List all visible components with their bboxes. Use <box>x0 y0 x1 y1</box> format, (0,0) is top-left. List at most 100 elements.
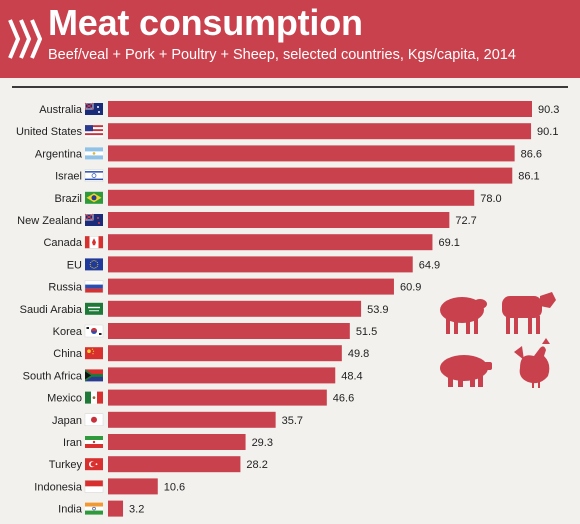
korea-flag-icon <box>84 324 104 338</box>
category-label: Mexico <box>47 393 82 405</box>
value-label: 49.8 <box>348 348 369 360</box>
turkey-flag-icon <box>85 458 103 471</box>
value-label: 72.7 <box>455 215 476 227</box>
category-label: Russia <box>48 282 83 294</box>
meat-silhouettes <box>440 292 556 388</box>
category-label: Australia <box>39 104 83 116</box>
bar <box>108 278 394 295</box>
value-label: 29.3 <box>252 437 273 449</box>
bar <box>108 145 515 162</box>
bar-row: Turkey 28.2 <box>49 456 268 473</box>
bar-row: South Africa 48.4 <box>23 367 363 384</box>
new-zealand-flag-icon <box>84 213 103 226</box>
category-label: New Zealand <box>17 215 82 227</box>
bar-row: New Zealand 72.7 <box>17 212 477 228</box>
bar <box>108 434 246 450</box>
bar <box>108 478 158 495</box>
bar-row: Saudi Arabia 53.9 <box>20 300 389 317</box>
value-label: 90.3 <box>538 104 559 116</box>
bar-row: Russia 60.9 <box>48 278 421 295</box>
value-label: 3.2 <box>129 504 144 516</box>
bar-row: Indonesia 10.6 <box>34 478 185 495</box>
indonesia-flag-icon <box>84 480 104 493</box>
oecd-logo-icon <box>8 19 42 59</box>
australia-flag-icon <box>84 102 103 115</box>
value-label: 86.6 <box>521 148 542 160</box>
israel-flag-icon <box>84 169 104 182</box>
china-flag-icon <box>85 347 103 360</box>
bar <box>108 123 532 140</box>
value-label: 60.9 <box>400 282 421 294</box>
category-label: Korea <box>53 326 83 338</box>
bar-row: EU 64.9 <box>67 256 440 273</box>
bar <box>108 256 413 273</box>
bar <box>108 389 327 406</box>
canada-flag-icon <box>84 235 104 249</box>
india-flag-icon <box>85 502 103 515</box>
bar-row: India 3.2 <box>58 500 144 517</box>
bar-row: Canada 69.1 <box>43 234 460 251</box>
value-label: 64.9 <box>419 259 440 271</box>
category-label: Israel <box>55 171 82 183</box>
japan-flag-icon <box>84 413 104 426</box>
bar <box>108 456 241 473</box>
south-africa-flag-icon <box>85 369 103 382</box>
united-states-flag-icon <box>85 125 103 138</box>
saudi-arabia-flag-icon <box>85 302 103 315</box>
value-label: 46.6 <box>333 393 354 405</box>
bar-row: China 49.8 <box>53 345 369 362</box>
category-label: Brazil <box>54 193 82 205</box>
category-label: EU <box>67 259 82 271</box>
pig-icon <box>440 355 492 387</box>
bar <box>108 345 342 362</box>
bar-row: Brazil 78.0 <box>54 189 502 206</box>
bar <box>108 500 124 517</box>
category-label: United States <box>16 126 83 138</box>
header-banner: Meat consumption Beef/veal + Pork + Poul… <box>0 0 580 78</box>
bar-row: Korea 51.5 <box>53 323 377 339</box>
value-label: 78.0 <box>480 193 501 205</box>
mexico-flag-icon <box>85 391 103 404</box>
category-label: India <box>58 504 83 516</box>
bar-row: Iran 29.3 <box>63 434 273 450</box>
category-label: South Africa <box>23 370 83 382</box>
value-label: 48.4 <box>341 370 362 382</box>
bar <box>108 411 276 428</box>
bar-row: United States 90.1 <box>16 123 558 140</box>
header-divider <box>12 86 568 88</box>
eu-flag-icon <box>85 258 103 271</box>
category-label: Indonesia <box>34 481 83 493</box>
value-label: 86.1 <box>518 171 539 183</box>
brazil-flag-icon <box>85 191 103 204</box>
chart-title: Meat consumption <box>48 2 363 43</box>
category-label: Saudi Arabia <box>20 304 83 316</box>
chicken-icon <box>514 338 550 388</box>
bar-row: Australia 90.3 <box>39 101 559 117</box>
value-label: 10.6 <box>164 481 185 493</box>
value-label: 69.1 <box>438 237 459 249</box>
bar-row: Israel 86.1 <box>55 167 540 184</box>
category-label: Japan <box>52 415 82 427</box>
sheep-icon <box>440 297 487 334</box>
category-label: Iran <box>63 437 82 449</box>
bar <box>108 101 532 117</box>
argentina-flag-icon <box>85 147 103 160</box>
bar <box>108 367 336 384</box>
value-label: 35.7 <box>282 415 303 427</box>
bar-row: Mexico 46.6 <box>47 389 354 406</box>
iran-flag-icon <box>85 436 103 448</box>
bar <box>108 189 475 206</box>
bar-row: Japan 35.7 <box>52 411 303 428</box>
category-label: Argentina <box>35 148 83 160</box>
bar <box>108 300 362 317</box>
category-label: Turkey <box>49 459 83 471</box>
chart-subtitle: Beef/veal + Pork + Poultry + Sheep, sele… <box>48 47 516 63</box>
value-label: 53.9 <box>367 304 388 316</box>
bar <box>108 234 433 251</box>
bar <box>108 167 513 184</box>
bar <box>108 323 350 339</box>
category-label: Canada <box>43 237 82 249</box>
value-label: 90.1 <box>537 126 558 138</box>
russia-flag-icon <box>84 280 104 293</box>
